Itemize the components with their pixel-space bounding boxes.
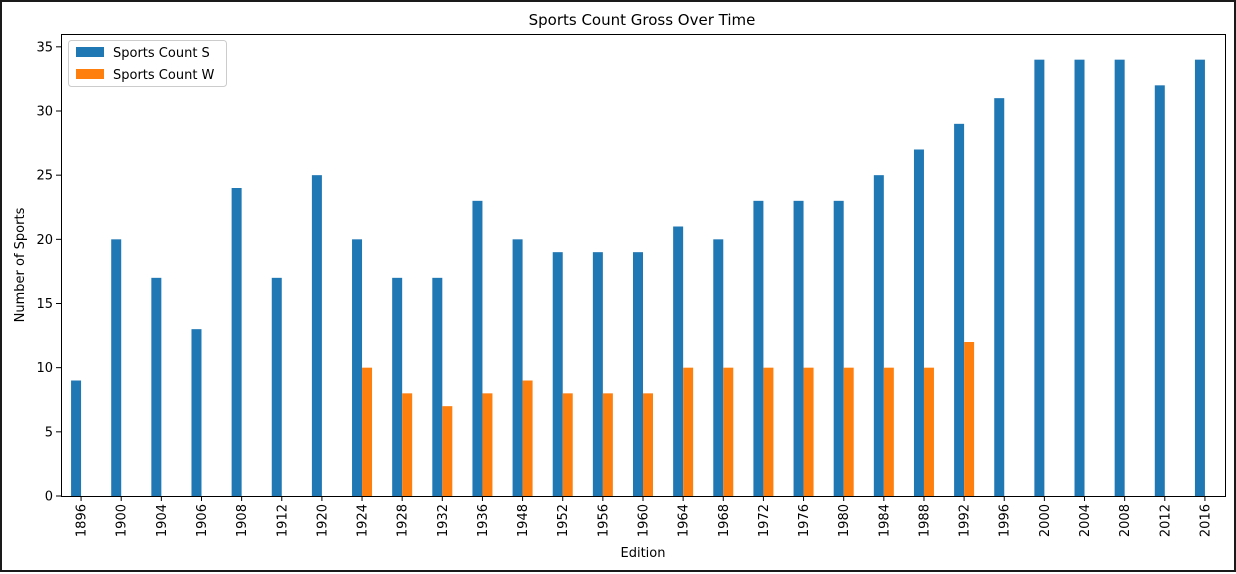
bar-w-1952 [562,393,573,496]
x-tick-label-1976: 1976 [797,504,812,537]
bar-s-1980 [833,200,844,497]
bar-s-1956 [592,252,603,496]
x-tick-label-1956: 1956 [596,504,611,537]
x-tick-label-1906: 1906 [195,504,210,537]
x-tick-label-1928: 1928 [396,504,411,537]
bar-s-2016 [1194,59,1205,497]
x-tick-label-1936: 1936 [476,504,491,537]
y-tick-label-25: 25 [36,169,53,184]
bar-w-1976 [803,367,814,496]
x-tick-label-2000: 2000 [1038,504,1053,537]
x-tick-label-1920: 1920 [315,504,330,537]
bar-w-1972 [763,367,774,496]
x-tick-label-1980: 1980 [837,504,852,537]
bar-w-1956 [602,393,613,496]
bar-s-2004 [1074,59,1085,497]
plot-area-frame [61,34,1226,497]
x-tick-label-1996: 1996 [998,504,1013,537]
bar-s-1900 [111,239,122,497]
x-tick-label-2016: 2016 [1198,504,1213,537]
bar-s-1932 [432,277,443,496]
bars-group [71,59,1205,497]
x-tick-label-1988: 1988 [917,504,932,537]
legend-label-w: Sports Count W [113,68,215,83]
bar-w-1948 [522,380,533,496]
x-tick-label-2004: 2004 [1078,504,1093,537]
bar-w-1960 [643,393,653,496]
bar-s-1952 [552,252,563,496]
x-tick-label-1964: 1964 [677,504,692,537]
bar-s-1920 [311,175,322,496]
bar-w-1924 [362,367,373,496]
bar-w-1964 [683,367,694,496]
x-tick-label-1904: 1904 [155,504,170,537]
bar-w-1980 [843,367,854,496]
legend: Sports Count S Sports Count W [68,40,227,87]
bar-s-2012 [1154,85,1165,496]
x-tick-label-1912: 1912 [275,504,290,537]
bar-s-1968 [713,239,724,497]
y-tick-label-35: 35 [36,40,53,55]
bar-s-1960 [633,252,643,496]
bar-s-1976 [793,200,804,497]
x-tick-label-1952: 1952 [556,504,571,537]
x-tick-label-2008: 2008 [1118,504,1133,537]
legend-label-s: Sports Count S [113,46,210,61]
bar-s-1992 [954,123,965,496]
bar-s-1928 [392,277,403,496]
bar-s-1996 [994,98,1005,497]
x-tick-label-1984: 1984 [877,504,892,537]
x-axis: 1896 1900 1904 1906 1908 1912 1920 1924 1928 1932… [75,496,1213,537]
x-tick-label-1900: 1900 [115,504,130,537]
x-tick-label-1932: 1932 [436,504,451,537]
bar-s-1972 [753,200,764,497]
bar-w-1992 [964,342,975,496]
x-tick-label-1924: 1924 [356,504,371,537]
x-axis-label: Edition [621,546,666,561]
bar-w-1984 [883,367,894,496]
y-tick-label-20: 20 [36,233,53,248]
y-axis-label: Number of Sports [13,207,28,322]
bar-s-2008 [1114,59,1125,497]
x-tick-label-1960: 1960 [637,504,652,537]
legend-swatch-w [76,69,104,79]
y-axis: 0 5 10 15 20 25 30 35 [36,40,61,505]
bar-s-1964 [673,226,684,496]
bar-s-1936 [472,200,483,497]
y-tick-label-5: 5 [45,425,53,440]
x-tick-label-1968: 1968 [717,504,732,537]
bar-w-1928 [402,393,413,496]
bar-s-1908 [231,188,242,496]
bar-s-2000 [1034,59,1045,497]
x-tick-label-1992: 1992 [958,504,973,537]
chart-title: Sports Count Gross Over Time [529,11,756,29]
bar-w-1936 [482,393,493,496]
x-tick-label-1896: 1896 [75,504,90,537]
bar-w-1932 [442,406,453,496]
bar-s-1924 [352,239,363,497]
legend-swatch-s [76,47,104,57]
x-tick-label-1908: 1908 [235,504,250,537]
bar-s-1984 [873,175,884,496]
y-tick-label-10: 10 [36,361,53,376]
legend-box [68,40,227,87]
bar-s-1912 [271,277,282,496]
bar-w-1988 [923,367,934,496]
x-tick-label-2012: 2012 [1158,504,1173,537]
bar-s-1948 [512,239,523,497]
y-tick-label-30: 30 [36,105,53,120]
x-tick-label-1972: 1972 [757,504,772,537]
y-tick-label-0: 0 [45,490,53,505]
bar-w-1968 [723,367,734,496]
y-tick-label-15: 15 [36,297,53,312]
x-tick-label-1948: 1948 [516,504,531,537]
bar-s-1988 [913,149,924,496]
bar-s-1906 [191,329,202,496]
bar-s-1904 [151,277,162,496]
bar-s-1896 [71,380,82,496]
